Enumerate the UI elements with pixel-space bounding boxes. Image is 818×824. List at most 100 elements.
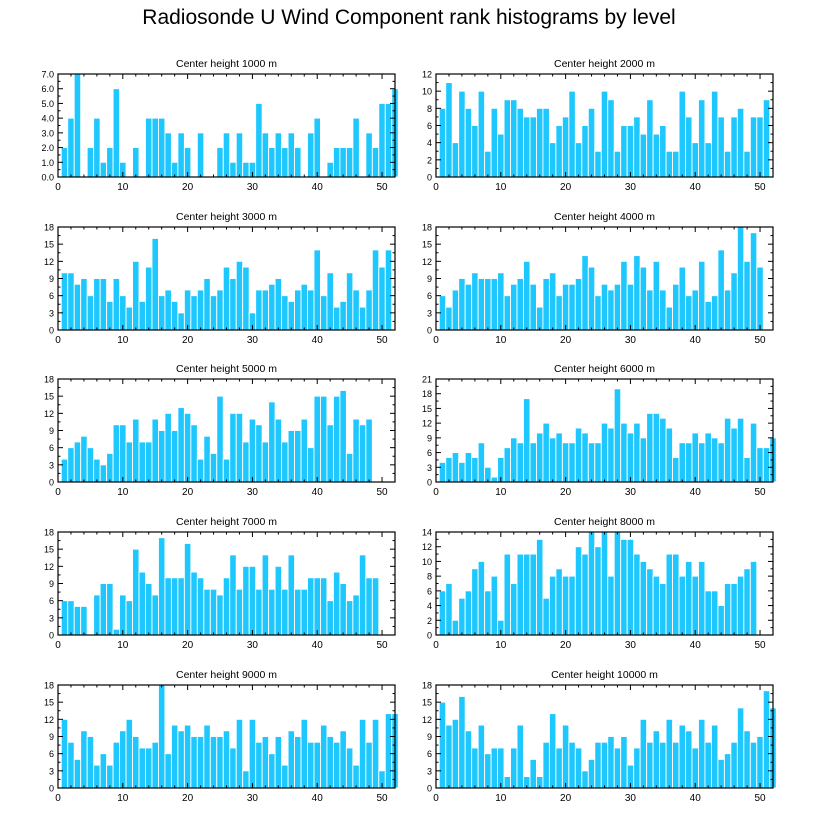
panel-1-bar xyxy=(255,102,263,178)
panel-4-bar xyxy=(471,272,479,331)
panel-10-bar xyxy=(633,747,641,789)
panel-9-bar xyxy=(274,736,283,789)
panel-5-bar xyxy=(119,424,127,483)
panel-6-bar xyxy=(451,452,460,483)
panel-6-x-tick-label: 50 xyxy=(754,487,766,498)
panel-6-bar xyxy=(665,427,673,483)
panel-7-bar xyxy=(352,594,360,636)
panel-8-x-tick-label: 30 xyxy=(625,640,637,651)
panel-4-bar xyxy=(490,278,499,331)
panel-6-bar xyxy=(581,432,589,483)
panel-10-bar xyxy=(620,736,628,789)
panel-9-x-tick-label: 20 xyxy=(182,793,194,804)
panel-1-bar xyxy=(307,132,315,178)
panel-9-bar xyxy=(119,730,127,789)
panel-8-bar xyxy=(587,531,596,636)
panel-4-y-tick-label: 6 xyxy=(427,291,432,301)
panel-10-x-tick-label: 0 xyxy=(433,793,439,804)
panel-3-bar xyxy=(313,249,321,331)
panel-5-bar xyxy=(203,435,211,483)
panel-4-bar xyxy=(477,278,486,331)
panel-6-bar xyxy=(510,437,518,483)
panel-8-bar xyxy=(698,560,706,636)
panel-7-bar xyxy=(300,588,308,636)
panel-2-bar xyxy=(477,90,486,178)
panel-1-bar xyxy=(352,117,360,178)
panel-8-bar xyxy=(704,590,712,636)
panel-5-bar xyxy=(158,430,166,483)
panel-5-bar xyxy=(190,424,198,483)
panel-8-bar xyxy=(555,568,563,636)
panel-9-y-tick-label: 9 xyxy=(49,732,54,742)
panel-10-bar xyxy=(445,724,453,789)
panel-3-bar xyxy=(287,300,295,331)
panel-7-bar xyxy=(255,588,263,636)
panel-9-x-tick-label: 10 xyxy=(117,793,129,804)
panel-4-bar xyxy=(497,272,505,331)
panel-4-bar xyxy=(743,260,751,331)
panel-9-y-tick-label: 12 xyxy=(44,715,54,725)
panel-10-bar xyxy=(659,741,667,789)
panel-3-y-tick-label: 6 xyxy=(49,291,54,301)
panel-5-y-tick-label: 18 xyxy=(44,375,54,385)
panel-1-x-tick-label: 30 xyxy=(247,182,259,193)
panel-4-bar xyxy=(542,278,550,331)
panel-3-bar xyxy=(274,278,283,331)
panel-9-bar xyxy=(190,736,198,789)
panel-2-bar xyxy=(542,107,550,178)
panel-2-bar xyxy=(717,116,725,178)
panel-1-y-tick-label: 0.0 xyxy=(41,173,54,183)
panel-1-bar xyxy=(274,132,283,178)
panel-6-bar xyxy=(536,432,544,483)
panel-8-bar xyxy=(613,531,622,636)
panel-9-bar xyxy=(183,724,192,789)
panel-7-bar xyxy=(119,594,127,636)
panel-1-y-tick-label: 5.0 xyxy=(41,99,54,109)
panel-10-y-tick-label: 18 xyxy=(422,681,432,691)
panel-2-bar xyxy=(652,133,661,178)
panel-8-bar xyxy=(490,575,499,636)
panel-1-bar xyxy=(132,147,140,178)
panel-3-bar xyxy=(281,295,289,331)
panel-7-bar xyxy=(358,554,367,636)
panel-6-bar xyxy=(464,452,473,483)
panel-3-bar xyxy=(170,300,179,331)
panel-10-bar xyxy=(503,776,511,789)
panel-2-bar xyxy=(555,125,563,178)
panel-8-bar xyxy=(672,553,680,636)
panel-3-bar xyxy=(151,237,159,331)
panel-4-bar xyxy=(536,306,544,331)
panel-6-bar xyxy=(749,422,758,483)
panel-2-y-tick-label: 10 xyxy=(422,87,432,97)
panel-6-bar xyxy=(574,427,583,483)
panel-10-y-tick-label: 6 xyxy=(427,749,432,759)
panel-3-bar xyxy=(99,278,108,331)
panel-9-bar xyxy=(307,741,315,789)
panel-6-bar xyxy=(438,461,447,483)
panel-8-title: Center height 8000 m xyxy=(554,516,655,528)
panel-10-x-tick-label: 40 xyxy=(690,793,702,804)
panel-10-bar xyxy=(672,741,680,789)
panel-10-x-tick-label: 10 xyxy=(495,793,507,804)
panel-2-x-tick-label: 40 xyxy=(690,182,702,193)
panel-6-bar xyxy=(620,422,628,483)
panel-5-title: Center height 5000 m xyxy=(176,363,277,375)
panel-6-y-tick-label: 18 xyxy=(422,389,432,399)
panel-6-bar xyxy=(717,442,725,483)
panel-10-bar xyxy=(607,736,615,789)
panel-7-bar xyxy=(307,577,315,636)
panel-4-bar xyxy=(529,283,537,331)
panel-6-bar xyxy=(445,457,453,483)
panel-10-bar xyxy=(548,713,557,789)
panel-7-bar xyxy=(235,588,244,636)
panel-2-bar xyxy=(691,142,699,178)
panel-5-bar xyxy=(300,418,308,483)
panel-6-y-tick-label: 15 xyxy=(422,404,432,414)
panel-3-bar xyxy=(196,289,205,331)
panel-8-x-tick-label: 10 xyxy=(495,640,507,651)
panel-3-bar xyxy=(93,278,101,331)
panel-10-bar xyxy=(471,747,479,789)
panel-4-bar xyxy=(626,283,635,331)
panel-2-bar xyxy=(723,150,732,178)
panel-6-bar xyxy=(652,412,661,483)
